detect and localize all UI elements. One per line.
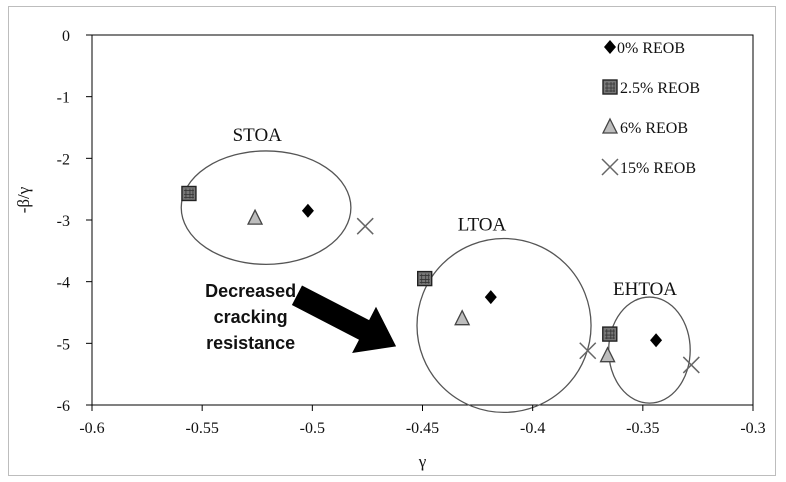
square-marker-body: [181, 185, 197, 202]
legend-label: 6% REOB: [620, 120, 688, 137]
square-marker-body: [602, 79, 618, 95]
legend-marker: [602, 79, 618, 95]
y-axis-title: -β/γ: [14, 186, 33, 213]
x-tick-label: -0.35: [626, 420, 659, 437]
data-point: [301, 203, 314, 218]
y-tick-label: -4: [57, 275, 70, 292]
square-marker-hatch: [604, 329, 615, 340]
data-point: [650, 333, 663, 348]
group-ellipse: [180, 150, 352, 266]
x-tick-label: -0.6: [79, 420, 104, 437]
chart-frame: STOA LTOA EHTOA -0.6 -0.55 -0.5 -0.45 -0.4 -0.3…: [8, 6, 776, 476]
data-point: [602, 326, 618, 342]
y-tick-label: -2: [57, 151, 70, 168]
annotation-line: cracking: [214, 307, 288, 327]
legend-marker: [604, 40, 616, 54]
square-marker-hatch: [183, 188, 194, 199]
y-tick-label: -3: [57, 213, 70, 230]
data-point: [454, 309, 471, 326]
x-tick-label: -0.3: [740, 420, 765, 437]
x-tick-label: -0.45: [406, 420, 439, 437]
plot-area: [91, 34, 754, 406]
data-point: [682, 356, 700, 374]
y-tick-label: -5: [57, 336, 70, 353]
square-marker-body: [417, 270, 433, 287]
legend-label: 2.5% REOB: [620, 80, 700, 97]
data-point: [246, 208, 264, 225]
y-tick-label: 0: [62, 28, 70, 45]
square-marker-hatch: [605, 82, 615, 92]
square-marker-body: [602, 326, 618, 342]
data-point: [484, 290, 497, 305]
data-point: [599, 346, 616, 363]
data-point: [417, 270, 433, 287]
group-label: STOA: [233, 125, 283, 146]
data-point: [579, 342, 597, 360]
annotation-line: Decreased: [205, 281, 296, 301]
legend-marker: [601, 117, 619, 134]
data-points: [181, 185, 700, 374]
x-axis-title: γ: [418, 452, 427, 471]
y-tick-label: -6: [57, 398, 70, 415]
x-tick-label: -0.5: [300, 420, 325, 437]
annotation-line: resistance: [206, 333, 295, 353]
y-tick-label: -1: [57, 90, 70, 107]
annotation: Decreased cracking resistance: [205, 281, 397, 353]
legend-marker: [601, 158, 619, 176]
legend-label: 0% REOB: [617, 40, 685, 57]
group-label: LTOA: [458, 214, 507, 235]
group-label: EHTOA: [613, 279, 677, 300]
scatter-chart: STOA LTOA EHTOA -0.6 -0.55 -0.5 -0.45 -0.4 -0.3…: [14, 28, 766, 471]
axes: -0.6 -0.55 -0.5 -0.45 -0.4 -0.35 -0.3 0 -1 -2 -3 -4…: [14, 28, 766, 471]
group-ellipse: [416, 237, 592, 414]
x-tick-label: -0.55: [186, 420, 219, 437]
annotation-arrow: [291, 285, 397, 353]
data-point: [181, 185, 197, 202]
legend: 0% REOB 2.5% REOB 6% REOB 15% REOB: [601, 40, 700, 177]
legend-label: 15% REOB: [620, 160, 696, 177]
data-point: [356, 217, 374, 235]
group-ellipses: STOA LTOA EHTOA: [180, 125, 691, 414]
square-marker-hatch: [419, 273, 430, 284]
x-tick-label: -0.4: [520, 420, 545, 437]
